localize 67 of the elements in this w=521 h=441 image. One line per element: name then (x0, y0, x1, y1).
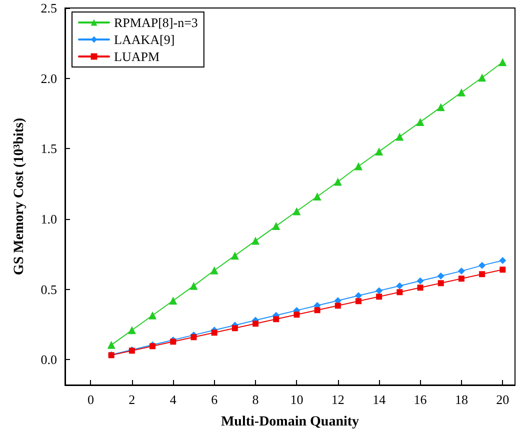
y-tick-label: 1.5 (40, 141, 57, 156)
point (396, 289, 403, 296)
x-tick-label: 0 (87, 392, 94, 407)
point (232, 325, 238, 332)
point (458, 268, 465, 275)
point (478, 262, 486, 269)
y-tick-label: 2.5 (40, 0, 57, 16)
point (355, 298, 362, 304)
legend-label: LUAPM (114, 49, 160, 64)
x-tick-label: 8 (252, 392, 259, 407)
point (438, 280, 444, 286)
point (499, 257, 506, 264)
x-tick-label: 2 (128, 392, 136, 407)
point (334, 178, 342, 186)
point (376, 294, 382, 300)
point (252, 320, 259, 327)
point (416, 118, 424, 126)
x-tick-label: 4 (170, 392, 177, 407)
point (190, 334, 197, 340)
point (498, 58, 507, 66)
y-tick-label: 0.0 (40, 352, 57, 368)
point (354, 162, 362, 170)
point (396, 132, 404, 141)
y-tick-label: 2.0 (40, 70, 57, 86)
point (478, 74, 486, 82)
point (190, 282, 198, 290)
point (128, 326, 136, 334)
point (272, 222, 280, 230)
point (376, 287, 383, 294)
point (252, 236, 260, 245)
legend-label: RPMAP[8]-n=3 (114, 15, 198, 30)
point (169, 296, 178, 305)
point (313, 192, 322, 200)
point (354, 292, 362, 300)
point (148, 311, 157, 320)
point (294, 312, 300, 318)
x-tick-label: 10 (290, 392, 304, 407)
point (210, 266, 218, 274)
point (273, 316, 280, 322)
point (436, 103, 445, 112)
x-tick-label: 14 (372, 392, 386, 407)
point (396, 282, 404, 290)
point (457, 88, 466, 96)
point (437, 272, 444, 280)
point (375, 147, 384, 156)
x-axis-title: Multi-Domain Quanity (220, 414, 360, 430)
point (170, 338, 176, 345)
point (211, 330, 218, 336)
y-tick-label: 1.0 (40, 212, 57, 227)
x-tick-label: 20 (496, 392, 510, 407)
point (292, 207, 301, 216)
x-tick-label: 16 (414, 392, 428, 407)
point (479, 271, 486, 278)
point (107, 340, 116, 349)
y-axis-title: GS Memory Cost (103bits) (12, 118, 27, 276)
point (230, 252, 239, 260)
legend-label: LAAKA[9] (114, 32, 175, 47)
x-tick-label: 18 (454, 392, 468, 407)
y-tick-label: 0.5 (40, 282, 57, 297)
point (416, 277, 424, 284)
point (458, 276, 464, 282)
point (314, 307, 320, 314)
x-tick-label: 6 (211, 392, 218, 407)
point (334, 302, 341, 309)
x-tick-label: 12 (331, 392, 344, 407)
point (417, 284, 424, 291)
point (500, 266, 506, 273)
